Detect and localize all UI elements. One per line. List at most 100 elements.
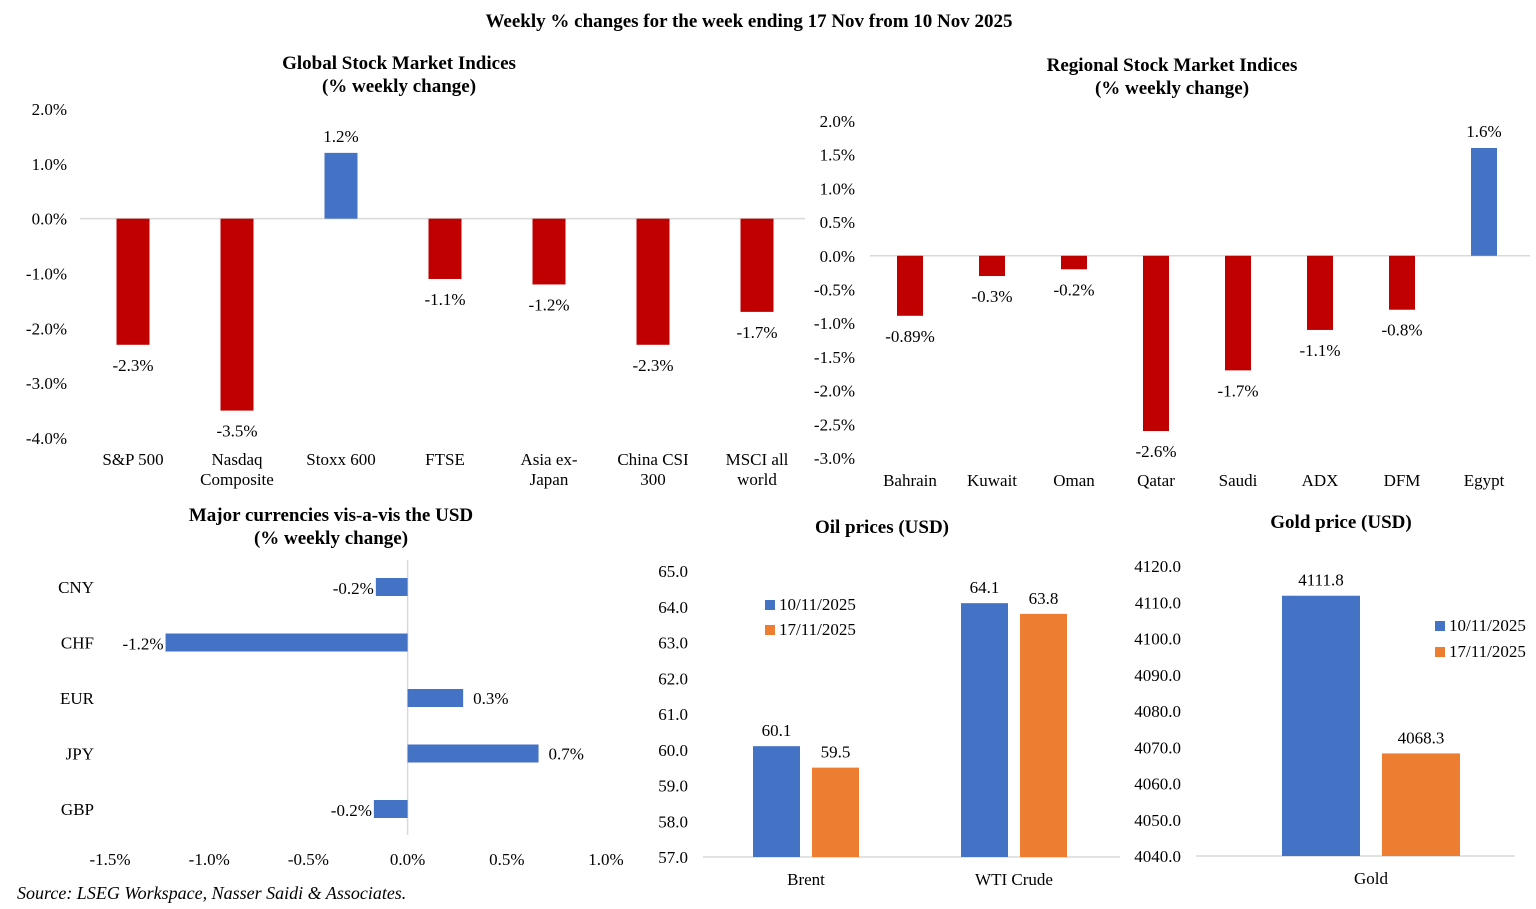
y-tick-label: 1.0% (820, 179, 855, 198)
data-label: 1.6% (1466, 122, 1501, 141)
category-label: Egypt (1464, 471, 1505, 490)
x-tick-label: 0.5% (489, 850, 524, 869)
figure-title: Weekly % changes for the week ending 17 … (485, 11, 1012, 32)
y-tick-label: -3.0% (26, 374, 67, 393)
bar-egypt (1471, 147, 1497, 256)
category-label: WTI Crude (975, 870, 1053, 889)
y-tick-label: 1.5% (820, 146, 855, 165)
category-label: CNY (58, 578, 94, 597)
category-label: Stoxx 600 (306, 450, 375, 469)
category-label: EUR (60, 689, 95, 708)
bar-brent-series-1 (812, 767, 859, 857)
y-tick-label: 4040.0 (1134, 847, 1181, 866)
category-label: Nasdaq Composite (200, 450, 274, 489)
bar-bahrain (897, 255, 923, 316)
y-tick-label: -0.5% (814, 281, 855, 300)
y-tick-label: 1.0% (32, 155, 67, 174)
data-label: -1.2% (528, 295, 569, 314)
data-label: 64.1 (970, 578, 1000, 597)
category-label: Bahrain (883, 471, 937, 490)
legend-label: 10/11/2025 (779, 595, 856, 614)
data-label: -2.6% (1135, 442, 1176, 461)
bar-stoxx-600 (324, 152, 358, 219)
category-label: FTSE (425, 450, 465, 469)
bar-china-csi-300 (636, 218, 670, 345)
data-label: -2.3% (632, 356, 673, 375)
x-tick-label: 1.0% (588, 850, 623, 869)
category-label: Oman (1053, 471, 1095, 490)
y-tick-label: -4.0% (26, 429, 67, 448)
category-label: GBP (61, 800, 94, 819)
y-tick-label: 57.0 (658, 848, 688, 867)
category-label: CHF (61, 634, 94, 653)
chart-title: Gold price (USD) (1270, 512, 1411, 533)
y-tick-label: 4090.0 (1134, 666, 1181, 685)
y-tick-label: 0.5% (820, 213, 855, 232)
y-tick-label: 64.0 (658, 598, 688, 617)
bar-gold-series-1 (1382, 753, 1460, 856)
y-tick-label: 58.0 (658, 812, 688, 831)
chart-title: Global Stock Market Indices (282, 53, 516, 74)
chart-2: Major currencies vis-a-vis the USD(% wee… (58, 505, 624, 869)
chart-3: Oil prices (USD) 65.0 64.0 63.0 62.0 61.0 60.0… (658, 517, 1120, 889)
bar-s-p-500 (116, 218, 150, 345)
chart-4: Gold price (USD) 4120.0 4110.0 4100.0 4090.0… (1134, 512, 1526, 888)
legend-swatch (765, 625, 775, 635)
legend-label: 17/11/2025 (779, 620, 856, 639)
bar-nasdaq-composite (220, 218, 254, 411)
y-tick-label: 65.0 (658, 562, 688, 581)
category-label: China CSI 300 (617, 450, 689, 489)
bar-chf (165, 633, 408, 652)
data-label: 4068.3 (1398, 728, 1445, 747)
y-tick-label: -1.0% (814, 314, 855, 333)
bar-kuwait (979, 255, 1005, 277)
data-label: -0.89% (885, 327, 935, 346)
data-label: -0.2% (331, 801, 372, 820)
x-tick-label: 0.0% (390, 850, 425, 869)
y-tick-label: -2.5% (814, 415, 855, 434)
y-tick-label: 2.0% (820, 112, 855, 131)
y-tick-label: 4100.0 (1134, 630, 1181, 649)
category-label: Qatar (1137, 471, 1175, 490)
data-label: 63.8 (1029, 589, 1059, 608)
chart-0: Global Stock Market Indices(% weekly cha… (26, 53, 805, 489)
category-label: Asia ex-Japan (520, 450, 577, 489)
data-label: 59.5 (821, 743, 851, 762)
bar-asia-ex-japan (532, 218, 566, 285)
data-label: -1.7% (1217, 381, 1258, 400)
chart-title: (% weekly change) (1095, 78, 1249, 99)
data-label: -0.3% (971, 287, 1012, 306)
category-label: DFM (1384, 471, 1421, 490)
data-label: -0.2% (333, 579, 374, 598)
x-tick-label: -1.5% (89, 850, 130, 869)
y-tick-label: 63.0 (658, 634, 688, 653)
data-label: -3.5% (216, 422, 257, 441)
y-tick-label: 60.0 (658, 741, 688, 760)
legend-swatch (1435, 621, 1445, 631)
bar-brent-series-0 (753, 746, 800, 857)
bar-msci-all-world (740, 218, 774, 312)
category-label: Kuwait (967, 471, 1017, 490)
chart-title: Oil prices (USD) (815, 517, 949, 538)
chart-title: Major currencies vis-a-vis the USD (189, 505, 473, 526)
category-label: MSCI all world (726, 450, 789, 489)
legend-swatch (765, 600, 775, 610)
y-tick-label: 0.0% (32, 210, 67, 229)
bar-oman (1061, 255, 1087, 270)
bar-qatar (1143, 255, 1169, 432)
data-label: -0.2% (1053, 280, 1094, 299)
y-tick-label: 62.0 (658, 669, 688, 688)
chart-title: (% weekly change) (254, 528, 408, 549)
category-label: Gold (1354, 869, 1389, 888)
data-label: -1.1% (1299, 341, 1340, 360)
legend-label: 10/11/2025 (1449, 616, 1526, 635)
category-label: JPY (66, 745, 94, 764)
bar-ftse (428, 218, 462, 279)
category-label: Saudi (1219, 471, 1258, 490)
data-label: 0.3% (473, 689, 508, 708)
y-tick-label: -3.0% (814, 449, 855, 468)
data-label: 1.2% (323, 127, 358, 146)
bar-wti-crude-series-1 (1020, 613, 1067, 857)
chart-1: Regional Stock Market Indices(% weekly c… (814, 55, 1530, 490)
